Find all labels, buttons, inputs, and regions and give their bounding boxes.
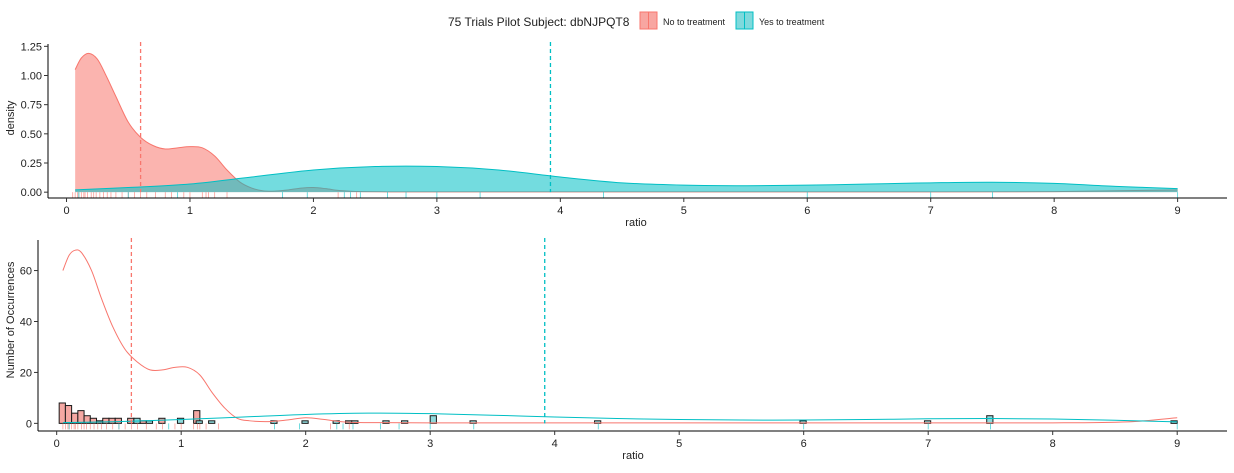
legend-title: 75 Trials Pilot Subject: dbNJPQT8 bbox=[448, 15, 630, 29]
histogram-bar-yes bbox=[301, 420, 309, 424]
density-x-tick-label: 8 bbox=[1051, 205, 1057, 217]
density-y-label: density bbox=[5, 100, 17, 135]
histogram-bar-no bbox=[102, 417, 110, 424]
histogram-y-tick-label: 40 bbox=[20, 316, 32, 328]
histogram-bar-no bbox=[114, 417, 122, 424]
histogram-bar-yes bbox=[923, 420, 932, 424]
density-x-tick-label: 3 bbox=[434, 205, 440, 217]
density-x-tick-label: 6 bbox=[804, 205, 810, 217]
density-line-yes bbox=[75, 165, 1178, 191]
density-area-yes bbox=[75, 166, 1178, 193]
histogram-bar-no bbox=[71, 412, 79, 424]
histogram-y-tick-label: 0 bbox=[26, 418, 32, 430]
histogram-x-label: ratio bbox=[622, 450, 643, 462]
histogram-x-tick-label: 1 bbox=[178, 438, 184, 450]
histogram-x-tick-label: 6 bbox=[801, 438, 807, 450]
histogram-bar-yes bbox=[594, 420, 602, 424]
histogram-bar-no bbox=[64, 405, 73, 424]
histogram-y-label: Number of Occurrences bbox=[5, 261, 17, 378]
density-y-tick-label: 0.75 bbox=[21, 100, 42, 112]
density-x-tick-label: 9 bbox=[1175, 205, 1181, 217]
histogram-bar-yes bbox=[195, 420, 203, 424]
histogram-x-tick-label: 3 bbox=[427, 438, 433, 450]
density-x-tick-label: 5 bbox=[681, 205, 687, 217]
density-x-tick-label: 0 bbox=[63, 205, 69, 217]
histogram-bar-yes bbox=[799, 420, 807, 424]
histogram-curve-yes bbox=[62, 412, 1178, 424]
histogram-bar-yes bbox=[469, 420, 477, 424]
legend-label-no: No to treatment bbox=[663, 17, 726, 27]
histogram-bar-no bbox=[158, 417, 166, 424]
histogram-panel: Number of Occurrences ratio 0 1 2 3 4 5 6 7 8 9 0 2… bbox=[5, 238, 1227, 462]
density-x-tick-label: 4 bbox=[557, 205, 563, 217]
density-y-tick-label: 0.00 bbox=[21, 187, 42, 199]
density-y-tick-label: 0.50 bbox=[21, 129, 42, 141]
legend-entry-yes: Yes to treatment bbox=[735, 11, 825, 30]
histogram-bar-no bbox=[77, 410, 85, 424]
histogram-bar-no bbox=[58, 402, 66, 424]
histogram-x-tick-label: 2 bbox=[303, 438, 309, 450]
histogram-bar-yes bbox=[986, 415, 994, 424]
histogram-marks bbox=[58, 238, 1178, 430]
density-y-tick-label: 1.25 bbox=[21, 41, 42, 53]
legend: 75 Trials Pilot Subject: dbNJPQT8 No to … bbox=[448, 11, 825, 30]
density-x-tick-label: 1 bbox=[187, 205, 193, 217]
histogram-x-tick-label: 8 bbox=[1050, 438, 1056, 450]
histogram-y-tick-label: 60 bbox=[20, 266, 32, 278]
histogram-bar-yes bbox=[429, 415, 437, 424]
histogram-x-tick-label: 5 bbox=[676, 438, 682, 450]
histogram-bar-yes bbox=[176, 417, 185, 424]
histogram-bar-yes bbox=[208, 420, 216, 424]
density-marks bbox=[72, 42, 1179, 199]
density-x-tick-label: 7 bbox=[928, 205, 934, 217]
density-x-label: ratio bbox=[625, 217, 646, 229]
density-y-tick-label: 1.00 bbox=[21, 71, 42, 83]
density-x-tick-label: 2 bbox=[310, 205, 316, 217]
histogram-bar-yes bbox=[401, 420, 409, 424]
legend-entry-no: No to treatment bbox=[639, 11, 726, 30]
density-area-no bbox=[75, 53, 1178, 193]
histogram-bar-no bbox=[108, 417, 116, 424]
density-line-no bbox=[74, 52, 1178, 193]
histogram-x-tick-label: 9 bbox=[1174, 438, 1180, 450]
histogram-x-tick-label: 4 bbox=[552, 438, 558, 450]
histogram-y-tick-label: 20 bbox=[20, 367, 32, 379]
histogram-x-tick-label: 0 bbox=[54, 438, 60, 450]
density-y-tick-label: 0.25 bbox=[21, 158, 42, 170]
density-panel: density ratio 0 1 2 3 4 5 6 7 8 9 0.00 0.25 0.50 0.75… bbox=[5, 41, 1227, 229]
histogram-curve-no bbox=[62, 249, 1178, 424]
legend-label-yes: Yes to treatment bbox=[759, 17, 825, 27]
histogram-x-tick-label: 7 bbox=[925, 438, 931, 450]
histogram-bar-yes bbox=[382, 420, 390, 424]
